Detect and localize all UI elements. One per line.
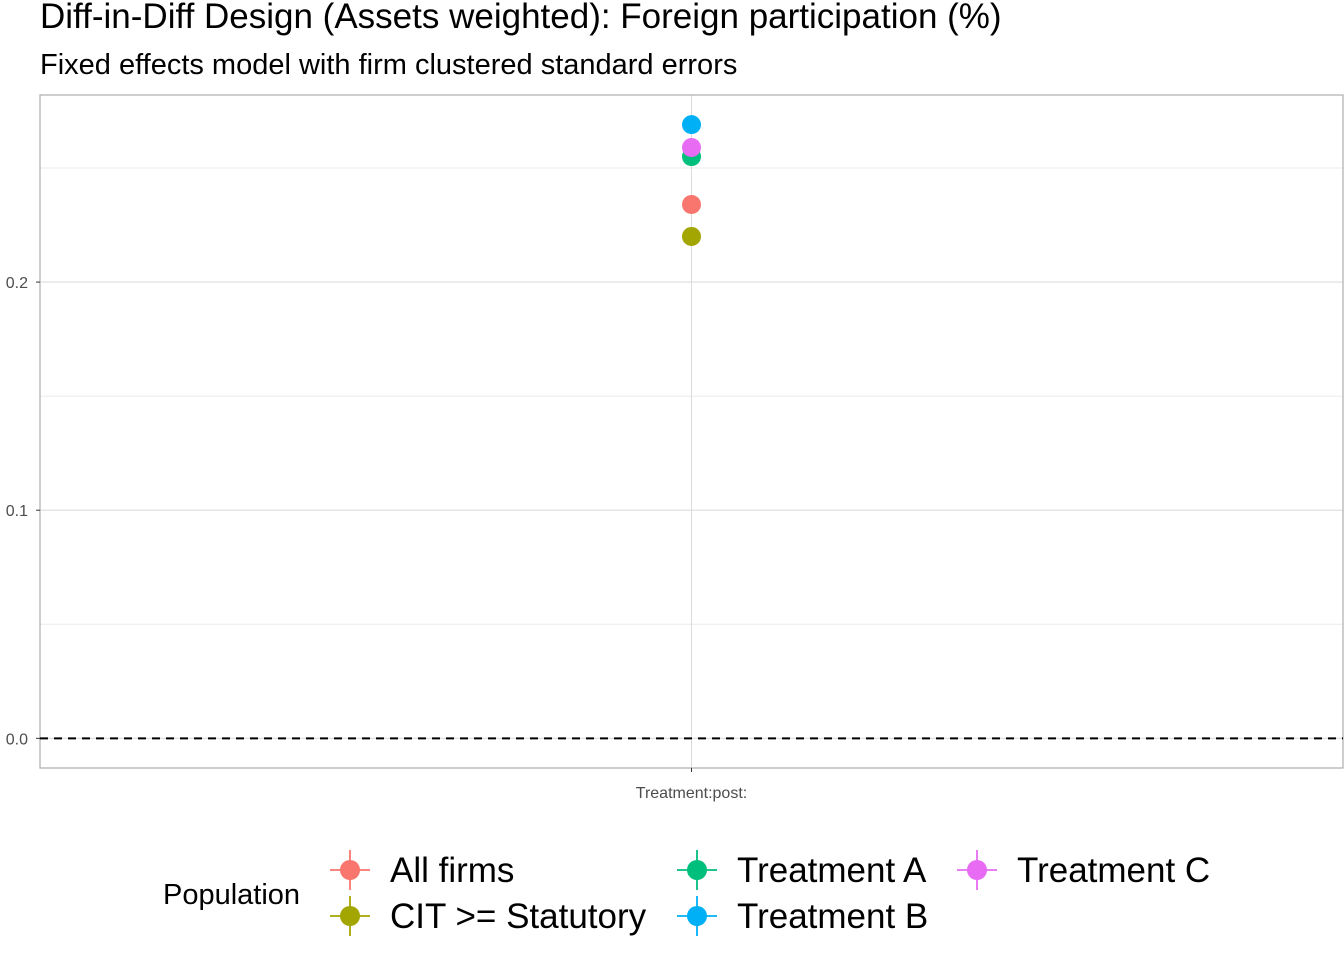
legend-key-point — [687, 906, 707, 926]
legend-key-point — [340, 860, 360, 880]
legend-label: CIT >= Statutory — [390, 897, 647, 936]
legend: Population All firms CIT >= Statutory Trea… — [163, 850, 1210, 936]
x-tick-label: Treatment:post: — [636, 785, 747, 802]
data-point-cit-statutory — [682, 226, 701, 246]
chart-title: Diff-in-Diff Design (Assets weighted): F… — [40, 0, 1002, 36]
legend-key-point — [967, 860, 987, 880]
legend-key-point — [687, 860, 707, 880]
data-point-treatment-c — [682, 137, 701, 157]
legend-label: All firms — [390, 851, 514, 890]
chart-subtitle: Fixed effects model with firm clustered … — [40, 49, 737, 81]
data-point-all-firms — [682, 195, 701, 215]
legend-items: All firms CIT >= Statutory Treatment A Trea… — [330, 850, 1210, 936]
y-tick-label: 0.2 — [6, 275, 28, 292]
points-layer — [682, 115, 701, 246]
legend-key — [330, 896, 370, 936]
y-tick-label: 0.0 — [6, 731, 28, 748]
legend-key — [330, 850, 370, 890]
y-tick-label: 0.1 — [6, 503, 28, 520]
data-point-treatment-b — [682, 115, 701, 135]
legend-label: Treatment B — [737, 897, 928, 936]
legend-title: Population — [163, 879, 300, 911]
legend-label: Treatment A — [737, 851, 927, 890]
legend-key-point — [340, 906, 360, 926]
legend-label: Treatment C — [1017, 851, 1210, 890]
legend-key — [957, 850, 997, 890]
axis-layer: 0.0 0.1 0.2 Treatment:post: — [6, 275, 747, 802]
legend-key — [677, 850, 717, 890]
legend-key — [677, 896, 717, 936]
